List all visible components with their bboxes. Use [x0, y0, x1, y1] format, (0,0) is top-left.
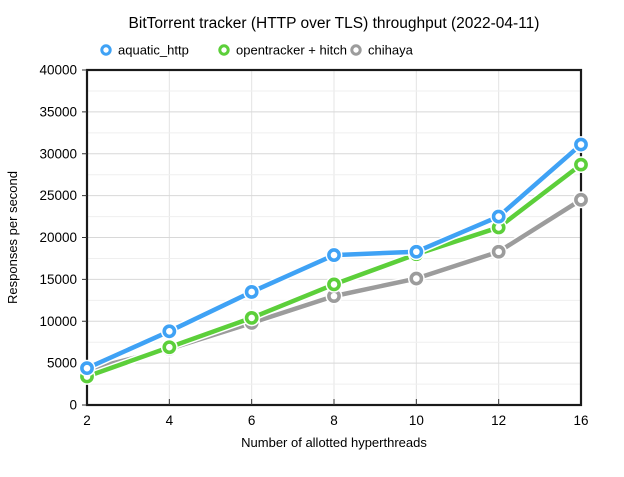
legend-label: opentracker + hitch — [236, 43, 347, 58]
legend-marker-icon — [350, 44, 362, 56]
data-point — [80, 361, 94, 376]
x-tick-label: 10 — [409, 413, 424, 428]
chart-title: BitTorrent tracker (HTTP over TLS) throu… — [129, 15, 540, 32]
data-point — [574, 157, 588, 172]
x-tick-label: 4 — [166, 413, 174, 428]
y-tick-label: 35000 — [39, 104, 77, 119]
data-point — [574, 137, 588, 152]
data-point — [327, 277, 341, 292]
data-point — [409, 244, 424, 259]
data-point — [491, 244, 506, 259]
series-aquatic-http — [78, 136, 590, 377]
data-point — [409, 271, 424, 286]
y-tick-label: 25000 — [39, 188, 77, 203]
data-point — [491, 209, 506, 224]
y-tick-label: 20000 — [39, 230, 77, 245]
x-tick-label: 8 — [330, 413, 338, 428]
y-tick-label: 40000 — [39, 63, 77, 78]
y-tick-label: 15000 — [39, 272, 77, 287]
legend-item-aquatic-http: aquatic_http — [100, 43, 189, 58]
y-tick-label: 10000 — [39, 314, 77, 329]
data-point — [327, 248, 341, 262]
y-axis-tick-labels: 0 5000 10000 15000 20000 25000 30000 35000 40000 — [39, 63, 77, 413]
data-point — [162, 324, 177, 339]
x-tick-label: 12 — [491, 413, 506, 428]
x-axis-label: Number of allotted hyperthreads — [241, 435, 427, 450]
data-point — [162, 340, 177, 355]
y-tick-label: 30000 — [39, 146, 77, 161]
data-series-group — [78, 136, 590, 385]
y-tick-label: 0 — [69, 398, 77, 413]
data-point — [574, 192, 588, 207]
y-axis-label: Responses per second — [5, 171, 20, 304]
legend-item-opentracker-hitch: opentracker + hitch — [218, 43, 347, 58]
x-tick-label: 16 — [573, 413, 588, 428]
legend-label: aquatic_http — [118, 43, 189, 58]
chart-legend: aquatic_http opentracker + hitch chihaya — [100, 43, 414, 58]
legend-item-chihaya: chihaya — [350, 43, 414, 58]
data-point — [244, 310, 259, 325]
data-point — [244, 285, 259, 299]
legend-marker-icon — [218, 44, 230, 56]
y-tick-label: 5000 — [47, 356, 77, 371]
axis-tick-marks — [82, 69, 500, 406]
x-tick-label: 6 — [248, 413, 256, 428]
x-axis-tick-labels: 2 4 6 8 10 12 16 — [83, 413, 588, 428]
x-tick-label: 2 — [83, 413, 91, 428]
legend-marker-icon — [100, 44, 112, 56]
legend-label: chihaya — [368, 43, 414, 58]
